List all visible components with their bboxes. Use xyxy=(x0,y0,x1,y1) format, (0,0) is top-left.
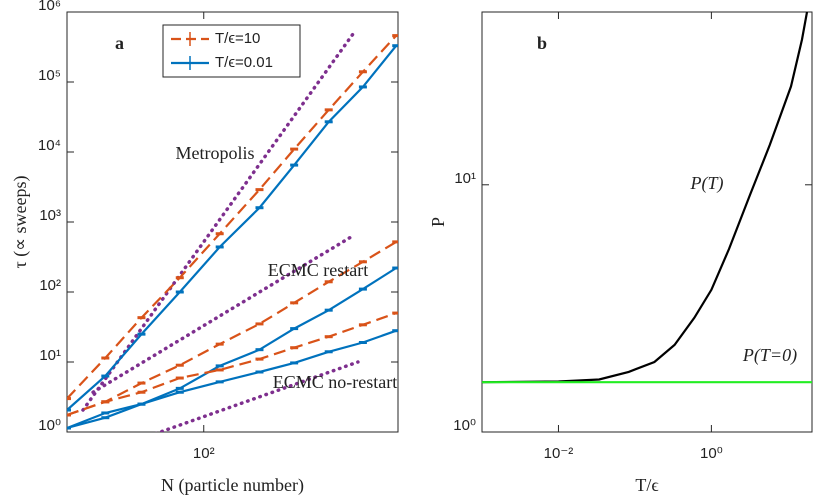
legend xyxy=(162,24,301,78)
y-tick-label: 10¹ xyxy=(454,170,476,187)
plot-area xyxy=(66,11,399,433)
y-tick-label: 10¹ xyxy=(39,347,61,364)
x-axis-label: N (particle number) xyxy=(161,475,304,496)
series-line xyxy=(67,267,397,430)
annotation: ECMC restart xyxy=(268,260,369,280)
annotation: P(T) xyxy=(690,173,724,194)
guide-line xyxy=(91,233,357,394)
series-line xyxy=(482,12,809,384)
panel-label: b xyxy=(537,33,547,53)
y-axis-label: τ (∝ sweeps) xyxy=(10,175,31,268)
y-tick-label: 10² xyxy=(39,277,61,294)
series-line xyxy=(67,45,398,411)
annotation: ECMC no-restart xyxy=(273,372,397,392)
x-tick-label: 10⁻² xyxy=(544,445,574,462)
legend-label: T/ϵ=10 xyxy=(215,30,260,47)
series-line xyxy=(67,34,398,400)
y-tick-label: 10⁴ xyxy=(38,137,61,154)
panel-label: a xyxy=(115,33,124,53)
y-tick-label: 10⁶ xyxy=(38,0,61,14)
series-line xyxy=(67,240,397,417)
guide-line xyxy=(155,360,360,432)
x-tick-label: 10⁰ xyxy=(700,445,723,462)
series-line xyxy=(67,312,397,417)
annotation: Metropolis xyxy=(176,143,255,163)
y-tick-label: 10³ xyxy=(39,207,61,224)
y-tick-label: 10⁰ xyxy=(453,417,476,434)
annotation: P(T=0) xyxy=(742,345,797,366)
y-tick-label: 10⁰ xyxy=(38,417,61,434)
series-line xyxy=(67,329,397,430)
legend-label: T/ϵ=0.01 xyxy=(215,54,273,71)
plot-area xyxy=(481,11,813,433)
y-axis-label: P xyxy=(428,217,448,227)
plot-layer xyxy=(482,12,812,384)
x-axis-label: T/ϵ xyxy=(635,475,658,495)
plot-layer xyxy=(67,30,398,432)
x-tick-label: 10² xyxy=(193,445,215,462)
guide-line xyxy=(81,30,357,412)
y-tick-label: 10⁵ xyxy=(38,67,61,84)
